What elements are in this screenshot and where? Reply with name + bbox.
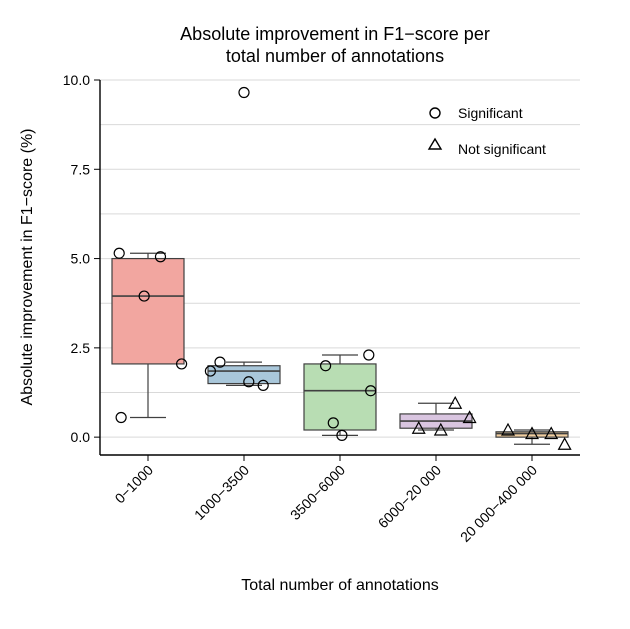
y-tick-label: 7.5 <box>71 161 91 177</box>
point-significant <box>364 350 374 360</box>
legend-label-not-significant: Not significant <box>458 141 546 157</box>
x-tick-label: 3500−6000 <box>287 462 348 523</box>
x-tick-label: 20 000−400 000 <box>457 462 540 545</box>
chart-title-line2: total number of annotations <box>226 46 444 66</box>
x-tick-labels: 0−1000 1000−3500 3500−6000 6000−20 00020 00… <box>111 462 540 545</box>
legend-marker-not-significant <box>429 139 441 149</box>
y-tick-label: 0.0 <box>71 429 91 445</box>
point-significant <box>114 248 124 258</box>
point-significant <box>239 88 249 98</box>
x-axis-title: Total number of annotations <box>241 577 438 594</box>
box-layer <box>112 253 568 444</box>
chart-title-line1: Absolute improvement in F1−score per <box>180 24 490 44</box>
legend-marker-significant <box>430 108 440 118</box>
box <box>304 364 376 430</box>
legend-label-significant: Significant <box>458 105 523 121</box>
y-tick-label: 5.0 <box>71 251 91 267</box>
x-tick-label: 6000−20 000 <box>375 462 445 532</box>
x-tick-label: 0−1000 <box>111 462 156 507</box>
y-tick-label: 2.5 <box>71 340 91 356</box>
chart-svg: Absolute improvement in F1−score per tot… <box>0 0 630 629</box>
y-tick-label: 10.0 <box>63 72 90 88</box>
y-tick-labels: 0.0 2.5 5.0 7.5 10.0 <box>63 72 90 445</box>
point-significant <box>116 413 126 423</box>
x-tick-label: 1000−3500 <box>191 462 252 523</box>
chart-container: Absolute improvement in F1−score per tot… <box>0 0 630 629</box>
box <box>112 259 184 364</box>
y-axis-title: Absolute improvement in F1−score (%) <box>19 129 36 406</box>
legend: Significant Not significant <box>429 105 546 157</box>
point-not-significant <box>559 438 571 449</box>
